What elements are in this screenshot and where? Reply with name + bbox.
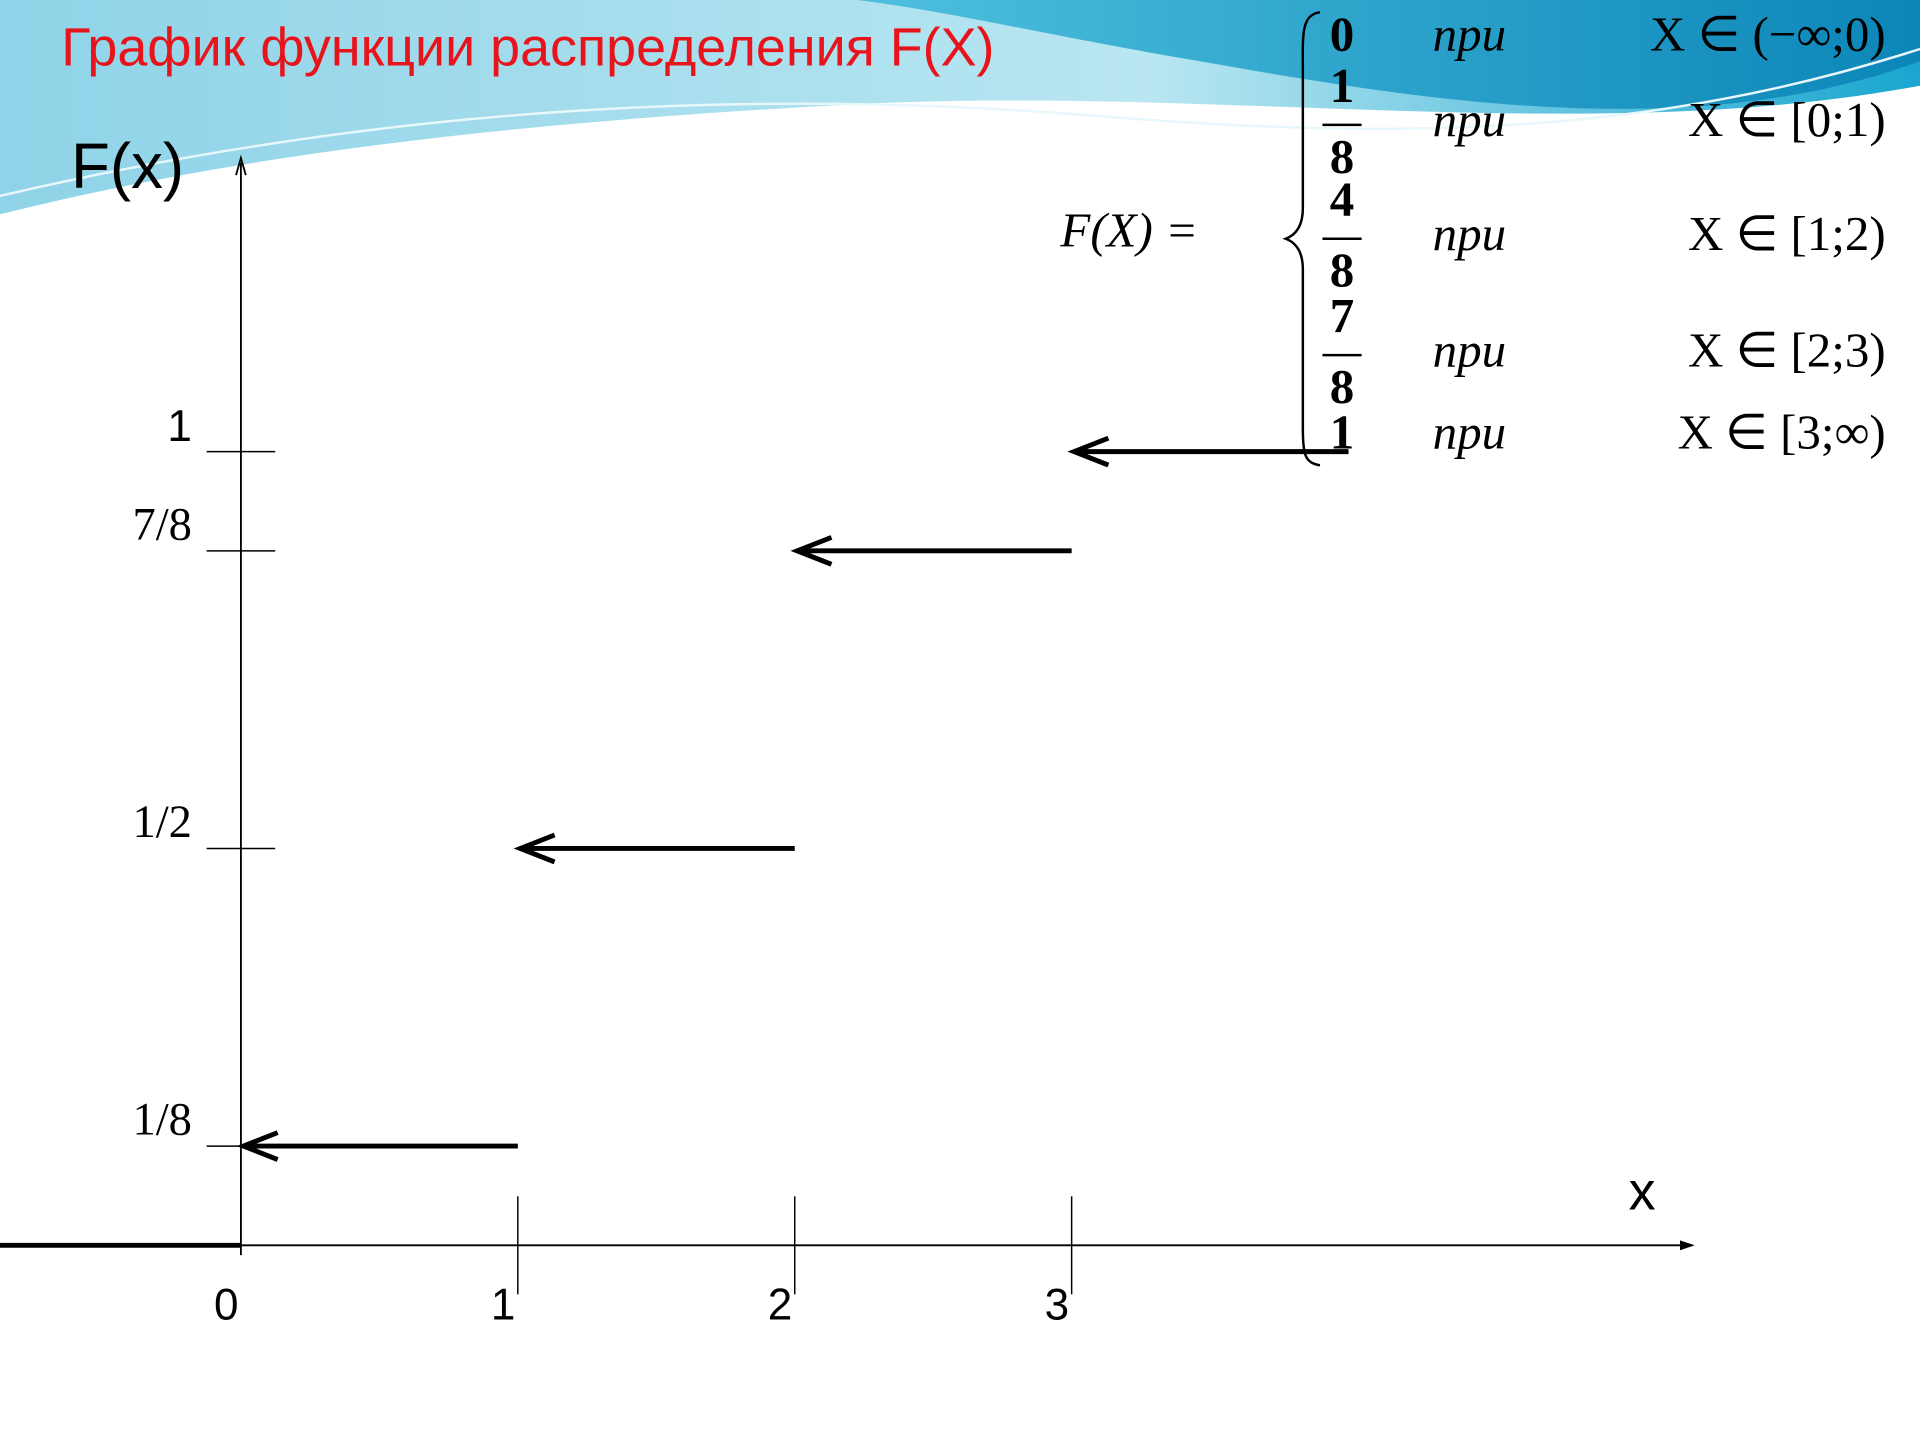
slide: График функции распределения F(X) F(x) x… (0, 0, 1920, 1440)
case-interval: X ∈ [1;2) (1688, 206, 1886, 261)
case-word: при (1433, 6, 1506, 61)
x-tick-label: 3 (1045, 1280, 1070, 1329)
case-word: при (1433, 92, 1506, 147)
y-tick-label: 1 (167, 402, 192, 451)
y-tick-label: 1/2 (132, 797, 191, 848)
x-tick-label: 1 (491, 1280, 516, 1329)
case-interval: X ∈ [0;1) (1688, 92, 1886, 147)
case-interval: X ∈ (−∞;0) (1650, 6, 1886, 61)
page: График функции распределения F(X) F(x) x… (0, 0, 1920, 1440)
case-word: при (1433, 404, 1506, 459)
y-axis-label: F(x) (71, 131, 184, 202)
case-interval: X ∈ [2;3) (1688, 322, 1886, 377)
case-word: при (1433, 206, 1506, 261)
case-numerator: 7 (1330, 288, 1354, 343)
case-numerator: 4 (1330, 172, 1354, 227)
case-interval: X ∈ [3;∞) (1678, 404, 1886, 459)
background (0, 0, 1920, 1440)
formula-lhs: F(X) = (1059, 202, 1198, 257)
chart-title: График функции распределения F(X) (61, 18, 994, 78)
x-axis-label: x (1629, 1161, 1656, 1221)
case-value: 0 (1330, 6, 1354, 61)
y-tick-label: 7/8 (132, 499, 191, 550)
y-tick-label: 1/8 (132, 1095, 191, 1146)
x-tick-label: 2 (768, 1280, 793, 1329)
case-word: при (1433, 322, 1506, 377)
x-tick-label: 0 (214, 1280, 239, 1329)
case-numerator: 1 (1330, 58, 1354, 113)
